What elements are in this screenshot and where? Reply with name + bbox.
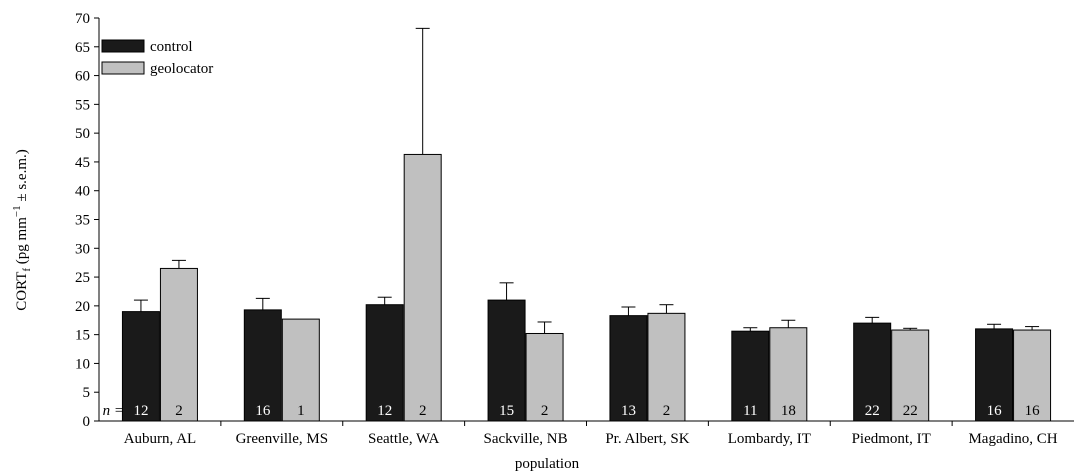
n-label-control-7: 16 <box>987 403 1003 419</box>
n-label-control-1: 16 <box>255 403 271 419</box>
bar-control-5 <box>731 330 770 422</box>
bar-control-7 <box>975 328 1014 422</box>
y-tick-label-45: 45 <box>75 155 90 171</box>
y-tick-label-0: 0 <box>83 414 91 430</box>
bar-control-3 <box>487 299 526 422</box>
bar-geolocator-4 <box>647 312 686 422</box>
n-label-control-3: 15 <box>499 403 514 419</box>
bar-geolocator-0 <box>159 267 198 422</box>
n-label-geolocator-0: 2 <box>175 403 183 419</box>
x-tick-label-7: Magadino, CH <box>968 431 1057 447</box>
n-label-geolocator-2: 2 <box>419 403 427 419</box>
bars <box>121 27 1052 422</box>
n-label-geolocator-7: 16 <box>1025 403 1041 419</box>
y-tick-label-40: 40 <box>75 184 90 200</box>
y-tick-label-70: 70 <box>75 11 90 27</box>
x-axis-title: population <box>515 456 580 472</box>
n-prefix-label: n = <box>103 403 124 419</box>
legend-label-control: control <box>150 39 193 55</box>
y-axis: 0 5 10 15 20 25 30 35 40 45 50 55 60 65 70 <box>75 11 100 430</box>
legend-swatch-geolocator <box>101 61 145 75</box>
bar-geolocator-6 <box>891 329 930 422</box>
n-label-geolocator-1: 1 <box>297 403 305 419</box>
bar-control-0 <box>121 311 160 422</box>
bar-geolocator-5 <box>769 327 808 422</box>
x-tick-label-2: Seattle, WA <box>368 431 440 447</box>
bar-geolocator-1 <box>281 318 320 422</box>
x-tick-label-4: Pr. Albert, SK <box>605 431 689 447</box>
n-label-control-6: 22 <box>865 403 880 419</box>
n-label-control-5: 11 <box>743 403 757 419</box>
legend-label-geolocator: geolocator <box>150 61 213 77</box>
n-label-control-0: 12 <box>133 403 148 419</box>
x-tick-label-0: Auburn, AL <box>124 431 197 447</box>
n-label-geolocator-4: 2 <box>663 403 671 419</box>
y-tick-label-35: 35 <box>75 213 90 229</box>
y-axis-title: CORTf (pg mm−1 ± s.e.m.) <box>11 149 33 310</box>
y-tick-label-15: 15 <box>75 328 90 344</box>
n-label-geolocator-6: 22 <box>903 403 918 419</box>
sample-size-labels: 12 2 16 1 12 2 15 2 13 2 11 18 22 22 16 16 <box>133 403 1040 419</box>
legend-swatch-control <box>101 39 145 53</box>
bar-control-6 <box>853 322 892 422</box>
n-label-control-4: 13 <box>621 403 636 419</box>
bar-control-1 <box>243 309 282 422</box>
y-tick-label-25: 25 <box>75 270 90 286</box>
y-tick-label-10: 10 <box>75 356 90 372</box>
x-tick-label-1: Greenville, MS <box>236 431 328 447</box>
x-tick-label-5: Lombardy, IT <box>728 431 811 447</box>
y-tick-label-5: 5 <box>83 385 91 401</box>
bar-geolocator-2 <box>403 153 442 422</box>
n-label-geolocator-3: 2 <box>541 403 549 419</box>
x-tick-label-3: Sackville, NB <box>483 431 567 447</box>
y-tick-label-30: 30 <box>75 241 90 257</box>
y-tick-label-60: 60 <box>75 69 90 85</box>
bar-geolocator-7 <box>1013 329 1052 422</box>
bar-geolocator-3 <box>525 332 564 422</box>
y-tick-label-65: 65 <box>75 40 90 56</box>
x-axis: Auburn, AL Greenville, MS Seattle, WA Sackv… <box>99 420 1074 447</box>
x-tick-label-6: Piedmont, IT <box>852 431 931 447</box>
n-label-control-2: 12 <box>377 403 392 419</box>
n-label-geolocator-5: 18 <box>781 403 796 419</box>
y-tick-label-20: 20 <box>75 299 90 315</box>
bar-control-4 <box>609 315 648 422</box>
legend: control geolocator <box>101 39 213 77</box>
y-tick-label-50: 50 <box>75 126 90 142</box>
y-tick-label-55: 55 <box>75 97 90 113</box>
